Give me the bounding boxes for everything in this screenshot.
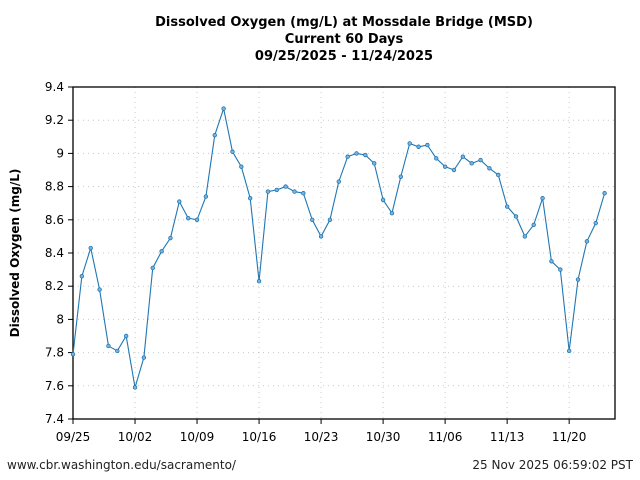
y-tick-label: 8 xyxy=(56,312,64,326)
title-line-1: Dissolved Oxygen (mg/L) at Mossdale Brid… xyxy=(155,15,533,30)
data-point xyxy=(451,167,457,173)
y-tick-label: 8.2 xyxy=(45,279,64,293)
data-point xyxy=(301,191,306,196)
data-point xyxy=(185,215,191,221)
data-point xyxy=(487,166,492,171)
y-tick-label: 7.8 xyxy=(45,346,64,360)
data-point xyxy=(310,217,315,222)
data-point xyxy=(522,234,528,239)
data-point xyxy=(584,239,590,244)
x-tick-label: 10/09 xyxy=(180,430,215,444)
x-tick-label: 11/06 xyxy=(428,430,463,444)
x-tick-label: 11/13 xyxy=(490,430,525,444)
data-point xyxy=(159,249,164,254)
x-tick-label: 11/20 xyxy=(552,430,587,444)
footer-timestamp: 25 Nov 2025 06:59:02 PST xyxy=(472,458,633,472)
data-point xyxy=(239,164,244,169)
data-point xyxy=(442,164,448,169)
plot-frame xyxy=(72,86,616,420)
title-line-3: 09/25/2025 - 11/24/2025 xyxy=(254,49,434,64)
data-point xyxy=(372,161,377,166)
data-point xyxy=(292,189,297,194)
data-point xyxy=(115,348,120,354)
y-tick-label: 7.4 xyxy=(45,412,64,426)
data-point xyxy=(389,210,395,216)
data-point xyxy=(203,194,209,199)
y-tick-label: 8.6 xyxy=(45,213,64,227)
data-point xyxy=(602,191,607,196)
data-point xyxy=(469,161,474,166)
data-point xyxy=(70,352,76,357)
data-point xyxy=(593,220,598,226)
data-point xyxy=(88,245,93,251)
data-point xyxy=(265,189,271,194)
data-point xyxy=(247,196,253,201)
data-point xyxy=(274,187,279,193)
data-point xyxy=(212,132,217,138)
y-tick-label: 8.4 xyxy=(45,246,64,260)
series-line xyxy=(72,106,606,388)
x-tick-label: 10/23 xyxy=(304,430,339,444)
data-point xyxy=(531,222,536,227)
data-point xyxy=(398,174,404,179)
data-point xyxy=(460,154,466,159)
data-point xyxy=(407,141,412,146)
data-point xyxy=(97,287,102,292)
data-point xyxy=(194,217,200,222)
y-tick-label: 7.6 xyxy=(45,379,64,393)
data-point xyxy=(327,217,333,222)
data-point xyxy=(496,172,501,178)
data-point xyxy=(283,184,288,189)
data-point xyxy=(363,152,368,158)
data-point xyxy=(256,279,262,284)
x-tick-label: 10/02 xyxy=(118,430,153,444)
data-point xyxy=(513,214,519,219)
data-point xyxy=(79,274,85,279)
x-tick-label: 09/25 xyxy=(56,430,91,444)
data-point xyxy=(575,277,581,282)
data-point xyxy=(380,197,386,203)
data-point xyxy=(318,234,324,239)
chart-title: Dissolved Oxygen (mg/L) at Mossdale Brid… xyxy=(0,14,640,65)
data-point xyxy=(540,196,545,201)
y-tick-label: 9.4 xyxy=(45,80,64,94)
data-point xyxy=(141,355,147,360)
data-point xyxy=(168,235,173,241)
data-point xyxy=(336,179,341,184)
y-axis-label: Dissolved Oxygen (mg/L) xyxy=(8,169,22,338)
y-tick-label: 9.2 xyxy=(45,113,64,127)
y-tick-label: 8.8 xyxy=(45,180,64,194)
footer-url[interactable]: www.cbr.washington.edu/sacramento/ xyxy=(7,458,236,472)
data-point xyxy=(478,157,483,163)
data-point xyxy=(549,259,554,264)
data-point xyxy=(354,151,359,156)
data-point xyxy=(150,265,155,271)
data-point xyxy=(434,156,439,161)
data-point xyxy=(425,142,430,148)
data-point xyxy=(221,106,226,111)
data-point xyxy=(177,199,182,204)
data-point xyxy=(566,348,572,354)
title-line-2: Current 60 Days xyxy=(284,32,404,47)
x-tick-label: 10/16 xyxy=(242,430,277,444)
data-point xyxy=(123,333,129,339)
data-point xyxy=(558,267,563,272)
data-point xyxy=(230,149,235,154)
data-point xyxy=(345,154,350,159)
x-tick-label: 10/30 xyxy=(366,430,401,444)
data-point xyxy=(504,204,510,209)
y-tick-label: 9 xyxy=(56,146,64,160)
data-point xyxy=(132,385,138,390)
data-point xyxy=(416,144,421,149)
data-point xyxy=(106,343,111,349)
